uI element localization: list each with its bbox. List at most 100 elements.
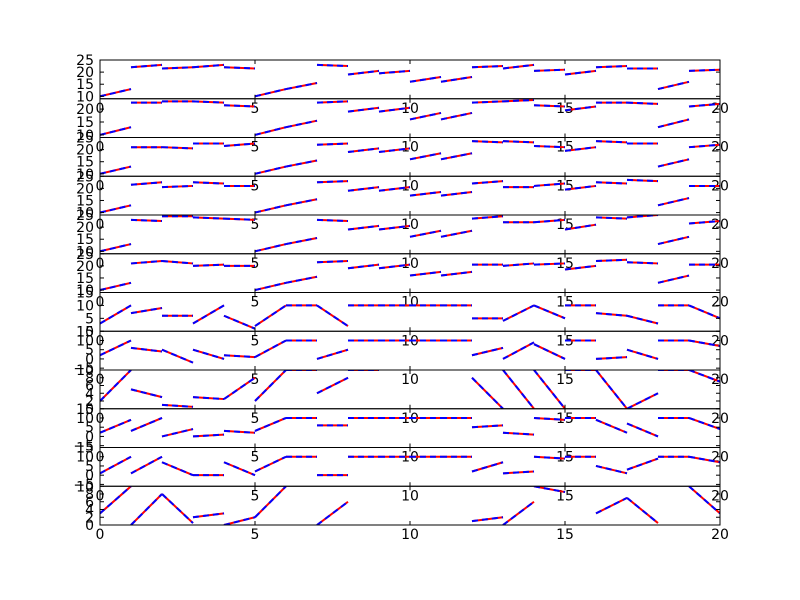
x-tick-label: 0 [96,527,105,543]
y-tick-label: 20 [76,181,94,197]
x-tick-label: 5 [251,450,260,466]
x-tick-label: 15 [556,488,574,504]
line-segment-blue [285,119,318,129]
line-segment-blue [533,218,566,224]
line-segment-blue [254,281,287,292]
line-segment-blue [626,457,659,471]
line-segment-blue [471,424,504,429]
y-tick-label: 20 [76,259,94,275]
line-segment-blue [192,396,225,401]
subplot-8-data [100,339,720,364]
line-segment-blue [316,180,349,184]
y-tick-label: 20 [76,65,94,81]
y-tick-label: 5 [85,420,94,436]
line-segment-blue [595,370,628,409]
line-segment-blue [161,493,194,524]
y-tick-label: 15 [76,77,94,93]
x-tick-label: 5 [251,256,260,272]
line-segment-blue [502,63,535,70]
y-tick-label: 2 [85,394,94,410]
x-tick-label: 15 [556,178,574,194]
y-tick-label: 15 [76,441,94,457]
y-tick-label: 25 [76,247,94,263]
line-segment-blue [626,422,659,438]
line-segment-blue [254,204,287,214]
line-segment-blue [440,190,473,197]
line-segment-blue [564,105,597,112]
line-segment-blue [471,516,504,523]
line-segment-blue [533,144,566,149]
x-tick-label: 20 [711,527,729,543]
subplot-10-data [100,416,720,438]
line-segment-blue [192,216,225,220]
line-segment-blue [192,263,225,267]
y-tick-label: 4 [85,386,94,402]
line-segment-blue [595,140,628,144]
x-tick-label: 5 [251,372,260,388]
subplot-5-data [100,215,720,253]
y-tick-label: 15 [76,193,94,209]
line-segment-blue [100,243,132,253]
line-segment-blue [409,152,442,161]
line-segment-blue [595,356,628,360]
y-tick-label: 25 [76,53,94,69]
subplot-6-data [100,258,720,292]
line-segment-blue [409,229,442,238]
subplot-9-data [100,370,720,409]
line-segment-blue [378,69,411,75]
x-tick-label: 10 [401,372,419,388]
y-tick-label: 10 [76,333,94,349]
x-tick-label: 5 [251,333,260,349]
line-segment-blue [161,184,194,189]
line-segment-blue [254,417,287,432]
line-segment-blue [100,304,132,325]
line-segment-blue [657,274,690,284]
subplot-4-data [100,178,720,214]
line-segment-blue [533,370,566,409]
line-segment-blue [626,314,659,325]
line-segment-blue [533,68,566,72]
line-segment-blue [316,348,349,360]
line-segment-blue [100,88,132,98]
line-segment-blue [254,165,287,175]
line-segment-blue [688,486,720,515]
line-segment-blue [254,339,287,358]
line-segment-blue [409,75,442,83]
y-tick-label: 10 [76,479,94,495]
y-tick-label: 5 [85,311,94,327]
line-segment-blue [409,190,442,197]
y-tick-label: 10 [76,167,94,183]
line-segment-blue [254,243,287,253]
line-segment-blue [347,186,380,192]
line-segment-blue [378,106,411,113]
y-tick-label: 10 [76,298,94,314]
line-segment-blue [223,142,256,147]
line-segment-blue [347,224,380,231]
line-segment-blue [161,146,194,150]
line-segment-blue [564,184,597,191]
y-tick-label: 15 [76,271,94,287]
line-segment-blue [285,159,318,168]
line-segment-blue [440,270,473,277]
line-segment-blue [161,66,194,70]
line-segment-blue [316,304,349,327]
line-segment-blue [564,69,597,76]
line-segment-blue [130,260,163,265]
line-segment-blue [347,69,380,76]
subplot-11-data [100,455,720,477]
x-tick-label: 10 [401,178,419,194]
line-segment-blue [192,512,225,519]
line-segment-blue [223,314,256,330]
line-segment-blue [100,486,132,515]
line-segment-blue [161,461,194,477]
line-segment-blue [285,275,318,284]
line-segment-blue [440,229,473,238]
line-segment-blue [161,260,194,265]
line-segment-blue [192,304,225,325]
line-segment-blue [130,218,163,223]
y-tick-label: 25 [76,208,94,224]
